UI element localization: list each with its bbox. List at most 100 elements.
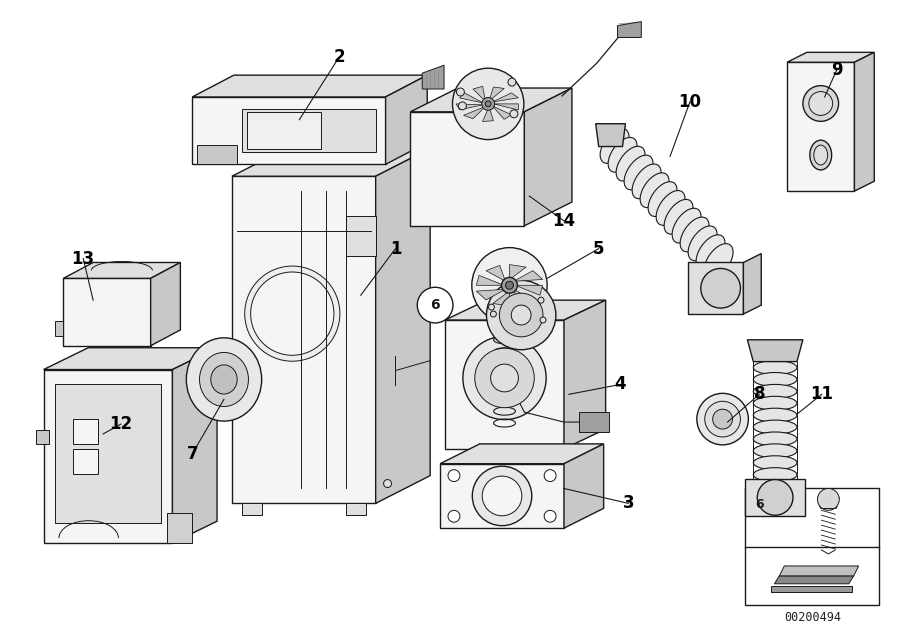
Text: 6: 6 bbox=[755, 499, 764, 511]
Polygon shape bbox=[346, 503, 365, 515]
Ellipse shape bbox=[640, 173, 669, 207]
Polygon shape bbox=[440, 464, 564, 528]
Circle shape bbox=[448, 469, 460, 481]
Polygon shape bbox=[197, 144, 237, 164]
Text: 4: 4 bbox=[615, 375, 626, 394]
Circle shape bbox=[506, 281, 513, 289]
Text: 11: 11 bbox=[810, 385, 833, 403]
Ellipse shape bbox=[753, 432, 796, 446]
Polygon shape bbox=[564, 300, 606, 449]
Ellipse shape bbox=[200, 352, 248, 406]
Polygon shape bbox=[242, 503, 262, 515]
Polygon shape bbox=[489, 87, 504, 101]
Polygon shape bbox=[63, 263, 180, 279]
Ellipse shape bbox=[753, 384, 796, 398]
Ellipse shape bbox=[753, 396, 796, 410]
Circle shape bbox=[510, 110, 518, 118]
Ellipse shape bbox=[672, 208, 701, 243]
Polygon shape bbox=[150, 263, 180, 346]
Polygon shape bbox=[385, 75, 428, 164]
Polygon shape bbox=[482, 107, 493, 121]
Polygon shape bbox=[232, 176, 375, 503]
Circle shape bbox=[803, 86, 839, 121]
Ellipse shape bbox=[753, 456, 796, 469]
Polygon shape bbox=[564, 444, 604, 528]
Ellipse shape bbox=[608, 137, 637, 172]
Text: 13: 13 bbox=[72, 249, 94, 268]
Text: 00200494: 00200494 bbox=[784, 611, 841, 624]
Circle shape bbox=[817, 488, 840, 510]
Text: 7: 7 bbox=[186, 445, 198, 463]
Polygon shape bbox=[73, 449, 98, 474]
Polygon shape bbox=[464, 106, 485, 119]
Polygon shape bbox=[173, 348, 217, 543]
Polygon shape bbox=[473, 86, 485, 101]
Polygon shape bbox=[440, 444, 604, 464]
Text: 3: 3 bbox=[623, 494, 634, 513]
Text: 10: 10 bbox=[679, 93, 701, 111]
Polygon shape bbox=[232, 148, 430, 176]
Circle shape bbox=[489, 304, 494, 310]
Circle shape bbox=[701, 268, 741, 308]
Text: 9: 9 bbox=[831, 61, 842, 80]
Polygon shape bbox=[375, 148, 430, 503]
Circle shape bbox=[501, 277, 518, 293]
Circle shape bbox=[538, 297, 544, 303]
Circle shape bbox=[500, 293, 543, 337]
Circle shape bbox=[458, 102, 466, 110]
Circle shape bbox=[472, 466, 532, 526]
Polygon shape bbox=[774, 576, 854, 584]
Text: 1: 1 bbox=[390, 240, 401, 258]
Circle shape bbox=[511, 305, 531, 325]
Ellipse shape bbox=[680, 217, 709, 252]
Polygon shape bbox=[771, 586, 851, 591]
Polygon shape bbox=[509, 265, 526, 280]
Polygon shape bbox=[745, 478, 805, 516]
Ellipse shape bbox=[186, 338, 262, 421]
Polygon shape bbox=[456, 104, 483, 110]
Circle shape bbox=[418, 287, 453, 323]
Polygon shape bbox=[747, 340, 803, 362]
Circle shape bbox=[809, 92, 832, 115]
Polygon shape bbox=[193, 75, 428, 97]
Polygon shape bbox=[445, 320, 564, 449]
Polygon shape bbox=[779, 566, 859, 576]
Ellipse shape bbox=[753, 420, 796, 434]
Ellipse shape bbox=[624, 155, 653, 190]
Text: 14: 14 bbox=[553, 212, 576, 230]
Ellipse shape bbox=[704, 244, 734, 279]
Polygon shape bbox=[460, 92, 483, 103]
Circle shape bbox=[472, 247, 547, 323]
Text: 2: 2 bbox=[333, 48, 345, 66]
Polygon shape bbox=[43, 348, 217, 370]
Circle shape bbox=[487, 280, 556, 350]
Polygon shape bbox=[525, 88, 572, 226]
Circle shape bbox=[251, 272, 334, 356]
Circle shape bbox=[540, 317, 546, 323]
Circle shape bbox=[544, 510, 556, 522]
Polygon shape bbox=[247, 112, 321, 149]
Polygon shape bbox=[492, 93, 518, 102]
Polygon shape bbox=[167, 513, 193, 543]
Polygon shape bbox=[56, 384, 160, 523]
Text: 6: 6 bbox=[430, 298, 440, 312]
Ellipse shape bbox=[664, 199, 693, 234]
Polygon shape bbox=[476, 289, 506, 300]
Polygon shape bbox=[36, 431, 49, 444]
Polygon shape bbox=[410, 88, 572, 112]
Text: 5: 5 bbox=[593, 240, 605, 258]
Text: 12: 12 bbox=[109, 415, 132, 433]
Polygon shape bbox=[514, 289, 533, 305]
Polygon shape bbox=[817, 497, 840, 508]
Ellipse shape bbox=[656, 191, 685, 225]
Polygon shape bbox=[743, 254, 761, 314]
Polygon shape bbox=[515, 286, 543, 295]
Polygon shape bbox=[445, 300, 606, 320]
Polygon shape bbox=[854, 52, 874, 191]
Ellipse shape bbox=[632, 164, 661, 199]
Circle shape bbox=[448, 510, 460, 522]
Ellipse shape bbox=[753, 467, 796, 481]
Polygon shape bbox=[410, 112, 525, 226]
Polygon shape bbox=[596, 124, 626, 146]
Ellipse shape bbox=[753, 444, 796, 458]
